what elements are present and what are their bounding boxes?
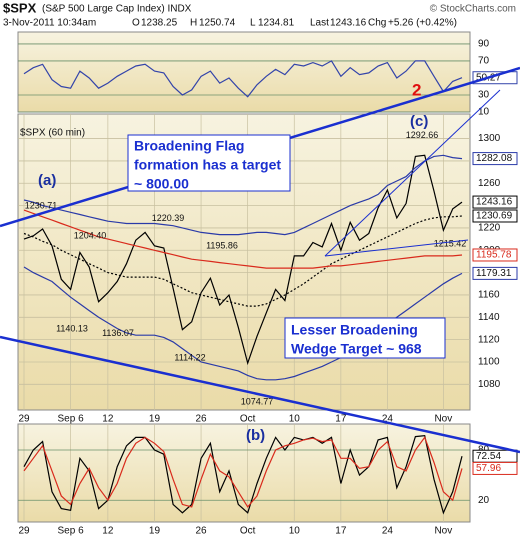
symbol: $SPX [3, 0, 37, 15]
x-tick-label: 17 [335, 414, 347, 425]
note-text: Broadening Flag [134, 138, 244, 154]
price-label: 1215.42 [434, 238, 467, 248]
y-tick-label: 1100 [478, 357, 500, 368]
series-line [23, 154, 463, 236]
source: © StockCharts.com [430, 4, 516, 15]
x-tick-label: 17 [335, 526, 347, 537]
quote-label: L [250, 18, 256, 29]
x-tick-label: 10 [289, 414, 301, 425]
series-line [23, 436, 463, 508]
y-tick-label: 1140 [478, 312, 500, 323]
quote-value: +5.26 (+0.42%) [388, 18, 457, 29]
quote-label: Last [310, 18, 329, 29]
y-tick-label: 1260 [478, 178, 501, 189]
trend-line [324, 89, 501, 257]
x-tick-label: 29 [18, 526, 30, 537]
panel [17, 423, 471, 523]
x-tick-label: 24 [382, 526, 394, 537]
price-label: 1136.07 [102, 328, 134, 338]
value-box-label: 1230.69 [476, 211, 513, 222]
panel [17, 113, 471, 411]
wave-label: (b) [246, 427, 265, 444]
panel [17, 31, 471, 113]
y-tick-label: 1300 [478, 133, 501, 144]
trend-line [0, 335, 520, 454]
y-tick-label: 90 [478, 39, 490, 50]
panel-label: $SPX (60 min) [20, 128, 85, 139]
index-name: (S&P 500 Large Cap Index) INDX [42, 4, 192, 15]
wave-label: 2 [412, 80, 421, 99]
y-tick-label: 10 [478, 107, 490, 118]
value-box [472, 461, 518, 475]
x-tick-label: Oct [240, 414, 256, 425]
x-tick-label: Sep 6 [58, 526, 85, 537]
x-tick-label: Nov [434, 414, 452, 425]
value-box-label: 57.96 [476, 463, 501, 474]
x-tick-label: 24 [382, 414, 394, 425]
note-text: formation has a target [134, 157, 281, 173]
series-line [23, 215, 463, 307]
x-tick-label: 29 [18, 414, 30, 425]
price-label: 1114.22 [174, 352, 205, 362]
value-box-label: 1195.78 [476, 250, 512, 261]
y-tick-label: 1160 [478, 290, 500, 301]
y-tick-label: 1120 [478, 334, 500, 345]
price-label: 1204.40 [74, 231, 107, 241]
price-label: 1195.86 [206, 240, 238, 250]
note-text: Lesser Broadening [291, 322, 418, 338]
x-tick-label: 19 [149, 526, 161, 537]
value-box [472, 195, 518, 209]
price-label: 1140.13 [56, 324, 88, 334]
x-tick-label: Oct [240, 526, 256, 537]
note-text: ~ 800.00 [134, 176, 189, 192]
y-tick-label: 30 [478, 90, 490, 101]
price-label: 1292.66 [406, 130, 439, 140]
note-box [127, 134, 291, 192]
y-tick-label: 20 [478, 495, 490, 506]
x-tick-label: 26 [196, 414, 208, 425]
x-tick-label: Sep 6 [58, 414, 85, 425]
price-label: 1230.71 [25, 200, 58, 210]
note-box [284, 317, 446, 359]
x-tick-label: Nov [434, 526, 452, 537]
quote-label: Chg [368, 18, 386, 29]
value-box [472, 152, 518, 166]
price-label: 1074.77 [241, 397, 274, 407]
value-box [472, 209, 518, 223]
date: 3-Nov-2011 10:34am [3, 18, 96, 29]
quote-label: H [190, 18, 197, 29]
series-line [23, 60, 463, 98]
y-tick-label: 70 [478, 56, 490, 67]
quote-value: 1238.25 [141, 18, 178, 29]
value-box-label: 1243.16 [476, 197, 513, 208]
x-tick-label: 12 [102, 414, 114, 425]
y-tick-label: 1220 [478, 223, 501, 234]
value-box [472, 248, 518, 262]
y-tick-label: 1080 [478, 379, 501, 390]
series-line [23, 209, 463, 269]
value-box [472, 266, 518, 280]
quote-value: 1234.81 [258, 18, 295, 29]
value-box [472, 71, 518, 85]
x-tick-label: 12 [102, 526, 114, 537]
wave-label: (a) [38, 172, 56, 189]
quote-label: O [132, 18, 140, 29]
x-tick-label: 26 [196, 526, 208, 537]
quote-value: 1250.74 [199, 18, 236, 29]
value-box-label: 1282.08 [476, 153, 513, 164]
value-box-label: 1179.31 [476, 268, 512, 279]
value-box-label: 72.54 [476, 451, 501, 462]
trend-line [324, 239, 469, 257]
x-tick-label: 19 [149, 414, 161, 425]
x-tick-label: 10 [289, 526, 301, 537]
price-label: 1220.39 [152, 213, 185, 223]
quote-value: 1243.16 [330, 18, 367, 29]
note-text: Wedge Target ~ 968 [291, 341, 422, 357]
wave-label: (c) [410, 113, 428, 130]
